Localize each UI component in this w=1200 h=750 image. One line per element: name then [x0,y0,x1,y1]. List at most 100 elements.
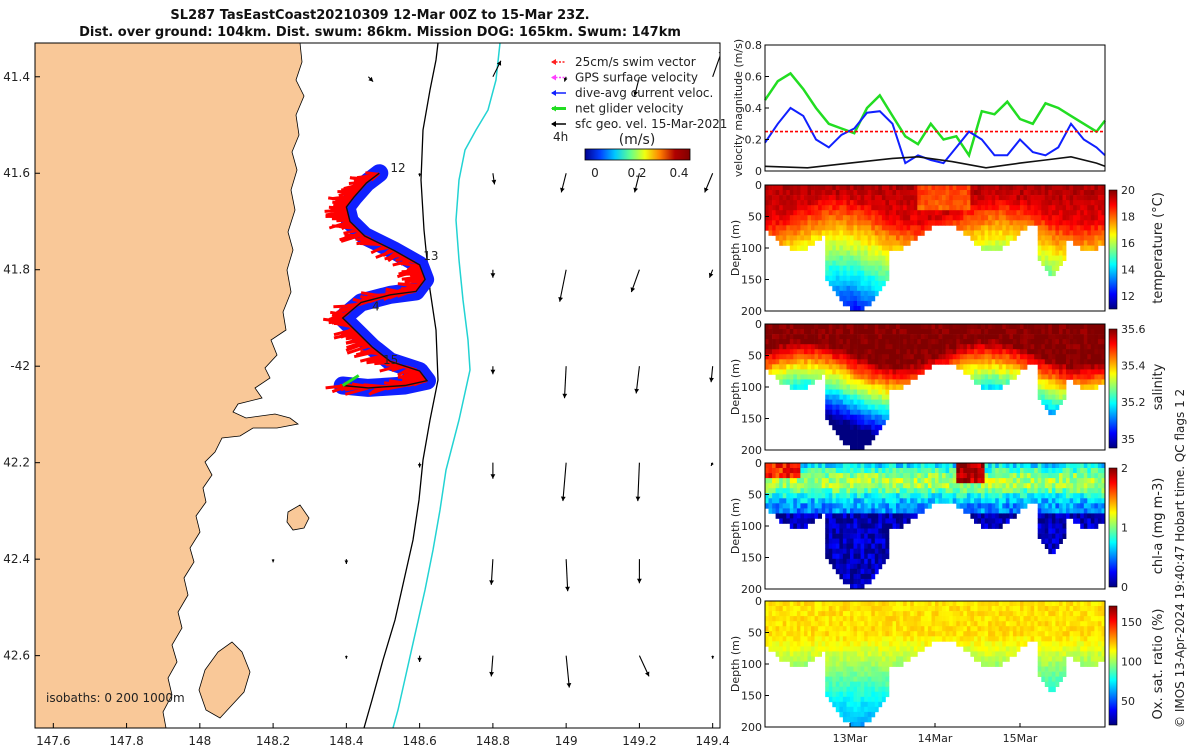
heatmap-cell [804,230,808,236]
heatmap-cell [995,503,1000,509]
heatmap-cell [796,379,801,385]
heatmap-cell [1066,215,1070,221]
heatmap-cell [927,463,932,469]
heatmap-cell [1037,230,1042,236]
heatmap-cell [807,235,812,241]
sfc-velocity-arrowhead [490,369,496,375]
heatmap-cell [974,329,978,335]
heatmap-cell [839,666,844,672]
heatmap-cell [871,275,876,282]
heatmap-cell [1083,384,1088,390]
heatmap-cell [1101,349,1106,355]
heatmap-cell [846,245,851,251]
heatmap-cell [853,626,858,632]
heatmap-cell [765,631,769,637]
heatmap-cell [811,611,815,617]
heatmap-cell [811,374,815,380]
heatmap-cell [782,493,787,499]
heatmap-cell [1016,329,1021,335]
heatmap-cell [1005,374,1010,380]
heatmap-cell [782,339,787,345]
heatmap-cell [874,493,879,499]
heatmap-colorbar-tick: 35.2 [1121,396,1146,409]
heatmap-cell [977,468,982,474]
heatmap-cell [1083,498,1088,504]
heatmap-cell [963,190,968,196]
heatmap-cell [881,389,886,395]
heatmap-cell [1030,205,1035,211]
heatmap-cell [1090,374,1095,380]
heatmap-cell [811,339,815,345]
heatmap-cell [867,275,872,282]
heatmap-cell [800,626,805,632]
heatmap-cell [867,651,872,657]
heatmap-cell [860,666,865,672]
heatmap-cell [1090,354,1095,360]
heatmap-cell [789,646,794,652]
heatmap-cell [867,434,872,441]
heatmap-cell [818,473,822,479]
heatmap-cell [913,334,918,340]
heatmap-cell [800,245,805,251]
heatmap-cell [935,463,939,469]
heatmap-cell [1087,344,1092,350]
heatmap-cell [807,503,812,509]
heatmap-cell [871,215,876,221]
heatmap-cell [1009,468,1014,474]
heatmap-cell [970,498,975,504]
heatmap-cell [935,190,939,196]
heatmap-cell [984,215,989,221]
heatmap-cell [835,349,840,355]
heatmap-cell [974,463,978,469]
heatmap-cell [885,414,890,421]
heatmap-cell [988,240,992,246]
heatmap-cell [1041,240,1046,246]
heatmap-cell [927,503,932,509]
heatmap-cell [952,190,957,196]
heatmap-cell [853,389,858,395]
heatmap-cell [995,240,1000,246]
heatmap-cell [857,255,861,261]
heatmap-cell [775,369,780,375]
heatmap-cell [1041,354,1046,360]
heatmap-cell [874,359,879,365]
heatmap-cell [842,384,847,390]
heatmap-cell [1023,225,1028,231]
heatmap-cell [881,558,886,565]
heatmap-cell [881,661,886,667]
heatmap-cell [779,518,784,524]
sfc-velocity-arrow [712,54,720,77]
heatmap-cell [1044,210,1049,216]
heatmap-cell [850,374,854,380]
heatmap-cell [804,215,808,221]
heatmap-cell [896,240,900,246]
heatmap-cell [1020,498,1024,504]
heatmap-cell [839,646,844,652]
heatmap-cell [789,205,794,211]
heatmap-cell [768,493,773,499]
heatmap-cell [977,379,982,385]
heatmap-cell [966,205,971,211]
heatmap-cell [807,190,812,196]
heatmap-cell [988,463,992,469]
heatmap-cell [892,483,897,489]
heatmap-cell [938,463,943,469]
heatmap-cell [1041,344,1046,350]
heatmap-cell [1048,255,1053,261]
heatmap-cell [871,611,876,617]
heatmap-cell [1101,374,1106,380]
heatmap-cell [850,573,854,580]
heatmap-cell [804,513,808,519]
heatmap-cell [995,468,1000,474]
heatmap-cell [1097,493,1102,499]
heatmap-cell [974,240,978,246]
heatmap-cell [832,200,837,206]
heatmap-cell [1062,245,1067,251]
heatmap-cell [786,225,791,231]
heatmap-cell [963,463,968,469]
heatmap-cell [864,676,869,682]
heatmap-cell [1055,195,1060,201]
heatmap-cell [981,384,985,390]
heatmap-cell [1037,463,1042,469]
heatmap-cell [899,606,904,612]
